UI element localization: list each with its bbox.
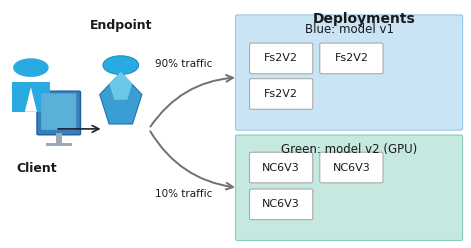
Text: NC6V3: NC6V3 xyxy=(262,162,300,173)
Polygon shape xyxy=(25,87,37,112)
Bar xyxy=(117,65,124,112)
Text: NC6V3: NC6V3 xyxy=(262,199,300,209)
FancyBboxPatch shape xyxy=(236,15,463,130)
FancyBboxPatch shape xyxy=(41,93,76,130)
Text: Fs2V2: Fs2V2 xyxy=(334,53,368,63)
FancyBboxPatch shape xyxy=(250,43,313,74)
FancyBboxPatch shape xyxy=(320,152,383,183)
Text: Fs2V2: Fs2V2 xyxy=(264,53,298,63)
Text: Blue: model v1: Blue: model v1 xyxy=(305,23,394,36)
Text: Fs2V2: Fs2V2 xyxy=(264,89,298,99)
FancyBboxPatch shape xyxy=(37,91,81,135)
Text: Client: Client xyxy=(16,162,57,175)
Polygon shape xyxy=(100,72,142,124)
Text: NC6V3: NC6V3 xyxy=(333,162,370,173)
Text: Green: model v2 (GPU): Green: model v2 (GPU) xyxy=(281,143,417,156)
Text: Endpoint: Endpoint xyxy=(89,19,152,32)
Polygon shape xyxy=(12,82,49,112)
FancyBboxPatch shape xyxy=(250,152,313,183)
Text: Deployments: Deployments xyxy=(313,12,415,26)
Polygon shape xyxy=(109,71,132,100)
Text: 90% traffic: 90% traffic xyxy=(155,59,213,69)
FancyBboxPatch shape xyxy=(250,79,313,109)
Bar xyxy=(56,133,62,144)
FancyBboxPatch shape xyxy=(320,43,383,74)
Circle shape xyxy=(13,58,49,77)
Bar xyxy=(46,143,72,146)
FancyBboxPatch shape xyxy=(250,189,313,220)
FancyBboxPatch shape xyxy=(236,135,463,241)
Circle shape xyxy=(103,56,138,74)
Text: 10% traffic: 10% traffic xyxy=(155,189,213,199)
